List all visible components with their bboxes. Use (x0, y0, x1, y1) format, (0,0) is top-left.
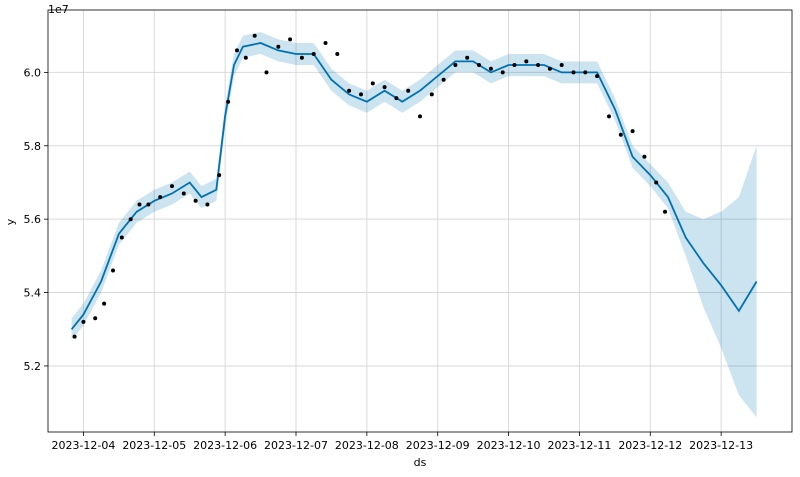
observed-point (323, 41, 328, 45)
y-axis: 5.2 5.4 5.6 5.8 6.0 (24, 66, 48, 373)
observed-point (370, 81, 375, 86)
observed-point (93, 316, 98, 321)
observed-point (264, 70, 269, 75)
observed-point (536, 63, 541, 67)
observed-point (583, 70, 588, 75)
observed-point (654, 180, 659, 185)
observed-point (571, 70, 576, 75)
observed-point (500, 70, 505, 75)
x-tick-label: 2023-12-07 (264, 439, 328, 452)
x-tick-label: 2023-12-11 (547, 439, 611, 452)
y-tick-label: 6.0 (24, 66, 42, 79)
observed-point (547, 66, 552, 71)
x-tick-label: 2023-12-08 (335, 439, 399, 452)
observed-point (465, 55, 470, 60)
grid (48, 10, 792, 432)
observed-point (406, 88, 411, 93)
observed-point (311, 52, 316, 56)
observed-point (663, 209, 667, 214)
observed-point (394, 96, 399, 101)
observed-point (288, 37, 293, 42)
x-axis-label: ds (414, 456, 427, 469)
observed-point (512, 63, 517, 67)
observed-point (181, 191, 186, 196)
observed-point (441, 77, 446, 82)
observed-point (618, 132, 623, 137)
uncertainty-band (71, 32, 757, 418)
observed-point (235, 48, 239, 53)
x-tick-label: 2023-12-09 (406, 439, 470, 452)
observed-point (477, 63, 481, 67)
observed-point (72, 334, 77, 339)
y-tick-label: 5.6 (24, 213, 42, 226)
observed-point (81, 319, 86, 324)
observed-point (429, 92, 434, 97)
observed-point (642, 154, 647, 159)
y-tick-label: 5.8 (24, 140, 42, 153)
observed-point (158, 195, 163, 200)
observed-point (488, 66, 493, 71)
forecast-line (70, 42, 758, 330)
observed-point (347, 88, 352, 93)
y-axis-label: y (4, 218, 17, 225)
observed-point (524, 59, 529, 64)
observed-point (243, 55, 248, 60)
y-offset-label: 1e7 (48, 3, 69, 16)
observed-point (170, 184, 174, 189)
observed-point (607, 114, 611, 119)
observed-point (137, 202, 142, 207)
y-tick-label: 5.2 (24, 360, 42, 373)
observed-point (102, 301, 107, 306)
observed-point (128, 217, 133, 222)
observed-point (111, 268, 115, 273)
observed-point (382, 85, 387, 90)
observed-point (193, 198, 198, 203)
observed-point (252, 33, 257, 38)
plot-frame (47, 9, 793, 433)
x-tick-label: 2023-12-12 (618, 439, 682, 452)
observed-point (217, 173, 222, 178)
x-axis: 2023-12-04 2023-12-05 2023-12-06 2023-12-07… (51, 432, 753, 452)
observed-point (418, 114, 422, 119)
observed-point (559, 63, 564, 67)
observed-point (630, 129, 635, 134)
x-tick-label: 2023-12-10 (477, 439, 541, 452)
x-tick-label: 2023-12-13 (689, 439, 753, 452)
x-tick-label: 2023-12-05 (122, 439, 186, 452)
observed-point (276, 44, 281, 49)
observed-point (205, 202, 210, 207)
observed-point (119, 235, 124, 240)
x-tick-label: 2023-12-06 (193, 439, 257, 452)
observed-points (72, 33, 667, 339)
observed-point (146, 202, 151, 207)
observed-point (595, 74, 600, 79)
observed-point (359, 92, 363, 97)
x-tick-label: 2023-12-04 (51, 439, 115, 452)
observed-point (226, 99, 231, 104)
observed-point (335, 52, 340, 56)
y-tick-label: 5.4 (24, 287, 42, 300)
observed-point (453, 63, 458, 67)
observed-point (299, 55, 304, 60)
